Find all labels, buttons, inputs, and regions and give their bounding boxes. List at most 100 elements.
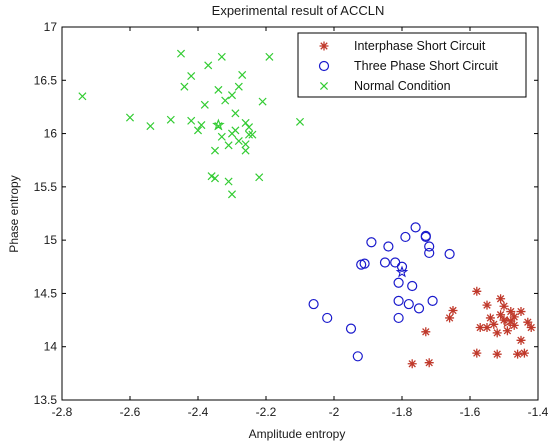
data-point (200, 100, 209, 109)
y-tick-label: 16.5 (34, 73, 58, 87)
y-tick-label: 14.5 (34, 286, 58, 300)
data-point (295, 117, 305, 126)
data-point (424, 358, 434, 368)
data-point (214, 85, 223, 94)
data-point (482, 300, 492, 310)
data-point (383, 241, 394, 252)
data-point (492, 349, 502, 359)
chart-title: Experimental result of ACCLN (212, 3, 385, 18)
data-point (244, 130, 254, 139)
data-point (393, 277, 404, 288)
x-tick-label: -2 (329, 405, 340, 419)
x-tick-label: -2.6 (120, 405, 141, 419)
x-tick-label: -2.2 (256, 405, 277, 419)
y-tick-label: 14 (44, 340, 58, 354)
data-point (509, 312, 519, 322)
legend-label: Interphase Short Circuit (354, 39, 486, 53)
data-point (241, 118, 250, 127)
data-point (241, 140, 250, 149)
data-point (496, 294, 506, 304)
data-point (393, 312, 404, 324)
data-point (424, 247, 435, 259)
data-point (231, 126, 240, 135)
data-point (526, 323, 536, 333)
x-tick-label: -2.4 (188, 405, 209, 419)
series-asterisk (407, 286, 536, 369)
series-x (78, 49, 305, 199)
data-point (193, 126, 203, 135)
data-point (204, 61, 213, 70)
data-point (197, 121, 206, 130)
cluster-center-star (501, 315, 514, 328)
data-point (265, 52, 274, 61)
data-point (217, 132, 226, 141)
data-point (502, 326, 512, 336)
data-point (187, 71, 196, 81)
data-point (427, 295, 438, 306)
data-point (516, 335, 526, 345)
y-tick-label: 17 (44, 20, 58, 34)
data-point (217, 52, 226, 61)
data-point (513, 349, 523, 359)
data-point (410, 222, 421, 233)
data-point (472, 286, 482, 296)
data-point (258, 97, 267, 106)
series-circle (308, 222, 455, 362)
data-point (308, 298, 319, 310)
data-point (234, 82, 243, 91)
data-point (407, 359, 417, 369)
data-point (78, 92, 87, 101)
data-point (238, 70, 247, 79)
data-point (396, 261, 408, 272)
data-point (523, 317, 533, 327)
data-point (345, 323, 357, 334)
legend-label: Normal Condition (354, 79, 451, 93)
x-tick-label: -1.4 (528, 405, 549, 419)
data-points (78, 49, 536, 369)
data-point (492, 328, 502, 338)
data-point (413, 303, 425, 314)
data-point (210, 174, 220, 183)
data-point (352, 351, 363, 362)
data-point (166, 115, 175, 124)
data-point (248, 130, 257, 139)
data-point (187, 116, 196, 125)
data-point (176, 49, 186, 58)
legend-box (297, 32, 527, 98)
y-tick-label: 15.5 (34, 180, 58, 194)
data-point (496, 310, 506, 320)
legend: Interphase Short Circuit Three Phase Shor… (297, 32, 527, 98)
data-point (255, 173, 264, 182)
y-tick-label: 16 (44, 127, 58, 141)
data-point (506, 307, 516, 317)
axis-ticks: -2.8 -2.6 -2.4 -2.2 -2 -1.8 -1.6 -1.4 13.5 14 14.5… (34, 20, 549, 419)
data-point (221, 96, 230, 105)
data-point (224, 141, 233, 150)
data-point (210, 146, 220, 155)
data-point (519, 348, 529, 358)
data-point (516, 307, 526, 317)
x-tick-label: -1.8 (392, 405, 413, 419)
data-point (224, 177, 233, 186)
x-tick-label: -2.8 (52, 405, 73, 419)
x-axis-label: Amplitude entropy (249, 427, 346, 441)
data-point (482, 323, 492, 333)
data-point (475, 323, 485, 333)
data-point (234, 137, 243, 146)
data-point (393, 295, 404, 306)
data-point (424, 241, 435, 252)
data-point (472, 348, 482, 358)
data-point (445, 313, 455, 323)
data-point (359, 258, 370, 269)
x-tick-label: -1.6 (460, 405, 481, 419)
data-point (485, 313, 495, 323)
data-point (499, 301, 509, 311)
legend-marker (319, 41, 329, 51)
data-point (322, 312, 333, 324)
cluster-center-star (395, 265, 409, 278)
data-point (407, 280, 418, 292)
data-point (180, 82, 189, 91)
data-point (227, 190, 237, 199)
data-point (421, 327, 431, 337)
